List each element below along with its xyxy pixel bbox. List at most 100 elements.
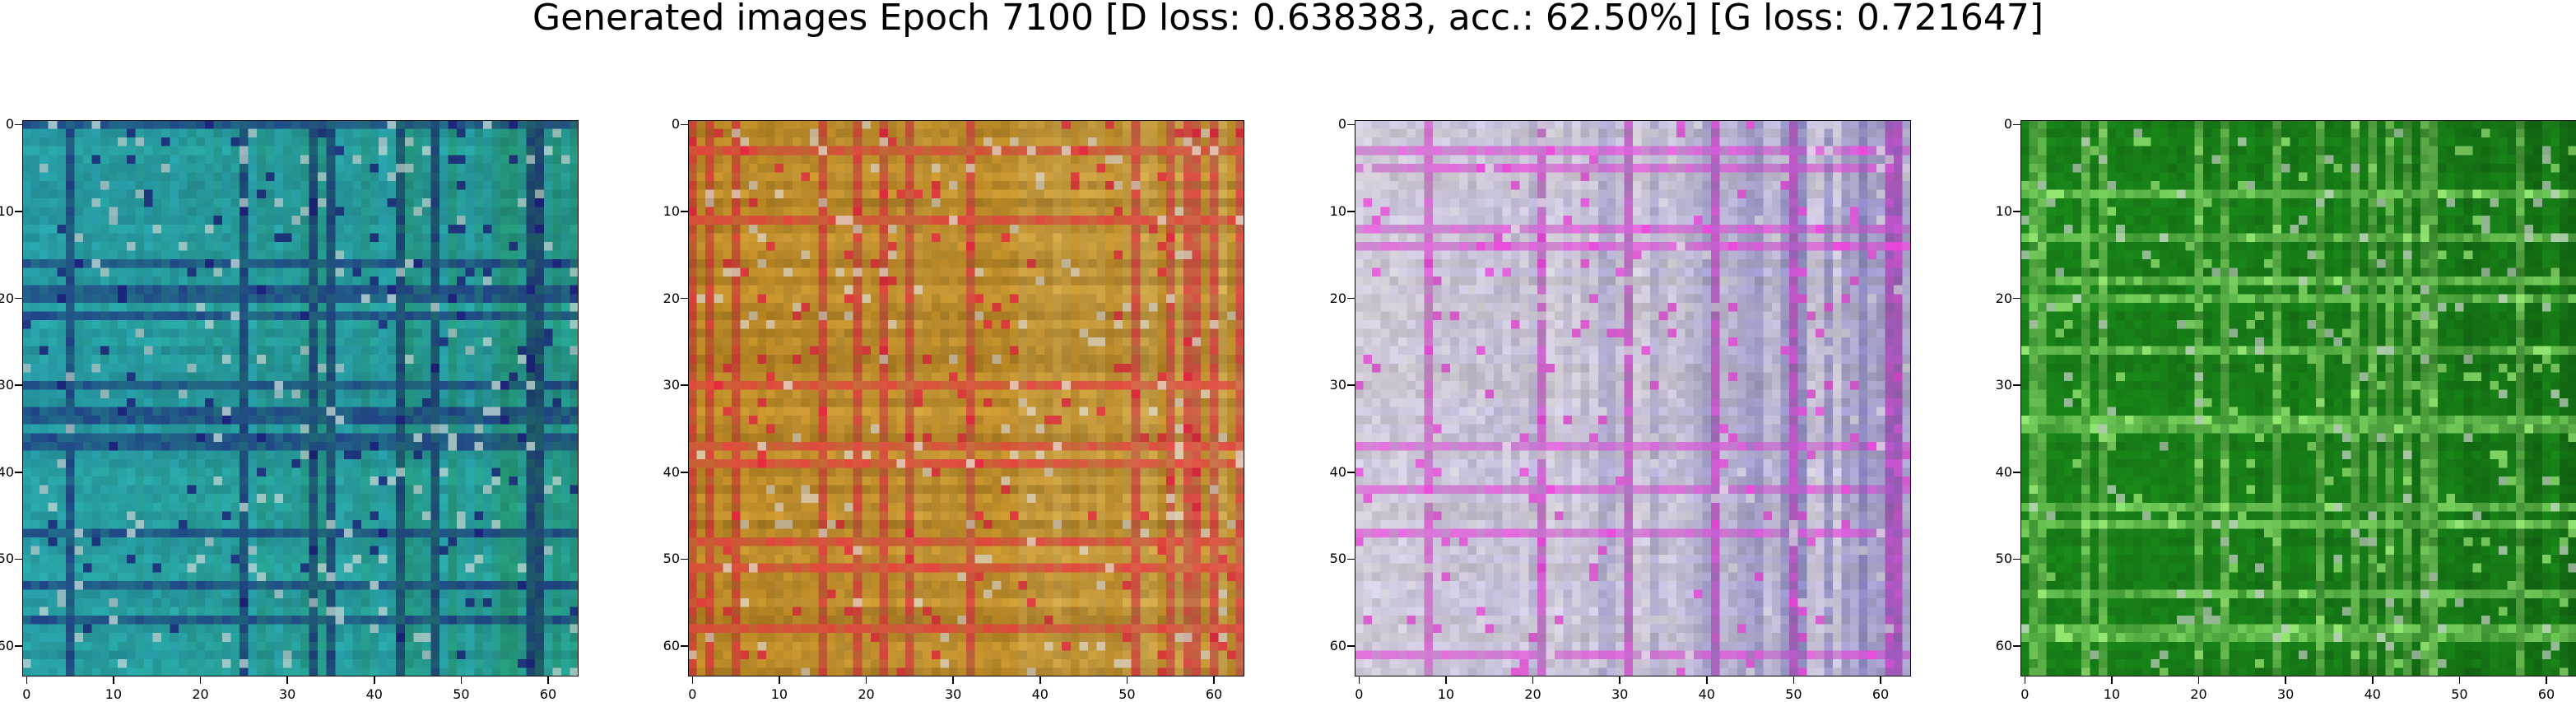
x-tick-mark [2546, 676, 2547, 684]
y-tick-mark [15, 384, 22, 386]
x-tick-label: 60 [2537, 686, 2555, 702]
generated-image-4 [2020, 120, 2576, 676]
x-tick-label: 50 [453, 686, 470, 702]
x-tick-label: 0 [688, 686, 697, 702]
x-tick-label: 60 [1205, 686, 1223, 702]
x-tick-label: 40 [2364, 686, 2381, 702]
x-tick-label: 10 [770, 686, 788, 702]
x-tick-mark [26, 676, 28, 684]
y-tick-label: 40 [663, 463, 680, 480]
y-tick-mark [15, 645, 22, 647]
y-tick-mark [15, 123, 22, 126]
x-tick-label: 30 [2276, 686, 2295, 702]
y-tick-label: 60 [1329, 638, 1346, 654]
x-tick-label: 60 [1872, 686, 1890, 702]
x-tick-mark [547, 676, 549, 684]
y-tick-mark [2013, 558, 2020, 560]
y-tick-label: 10 [0, 202, 14, 219]
x-tick-label: 60 [539, 686, 557, 702]
y-tick-mark [2013, 211, 2020, 212]
x-tick-mark [1532, 676, 1534, 684]
y-tick-mark [1347, 645, 1355, 647]
image-panel-4: 0 10 20 30 40 50 60 0 10 20 30 40 50 60 [1996, 118, 2576, 701]
x-tick-label: 10 [1437, 686, 1455, 702]
x-tick-label: 0 [2020, 686, 2030, 702]
x-tick-label: 40 [365, 686, 383, 702]
x-tick-mark [691, 676, 694, 684]
x-tick-mark [2197, 676, 2200, 684]
x-tick-label: 0 [22, 686, 31, 702]
x-tick-mark [113, 676, 114, 684]
y-tick-label: 30 [663, 377, 680, 393]
x-tick-label: 20 [858, 686, 875, 702]
y-tick-mark [681, 297, 688, 300]
generated-image-3 [1355, 120, 1911, 676]
y-tick-mark [15, 297, 22, 300]
generated-image-2 [688, 120, 1244, 676]
x-tick-label: 40 [1698, 686, 1715, 702]
x-tick-mark [952, 676, 954, 684]
x-tick-label: 20 [1524, 686, 1541, 702]
y-tick-mark [1347, 384, 1355, 386]
x-tick-mark [865, 676, 867, 684]
x-tick-label: 20 [192, 686, 209, 702]
y-tick-mark [15, 211, 22, 212]
y-tick-mark [2013, 297, 2020, 300]
x-tick-mark [1706, 676, 1708, 684]
x-tick-mark [2111, 676, 2113, 684]
x-tick-mark [1213, 676, 1215, 684]
y-tick-mark [1347, 558, 1355, 560]
x-tick-label: 40 [1031, 686, 1049, 702]
y-tick-label: 0 [1337, 116, 1346, 132]
x-tick-mark [2285, 676, 2286, 684]
x-tick-mark [2372, 676, 2374, 684]
y-tick-mark [681, 211, 688, 212]
y-tick-label: 20 [663, 290, 680, 306]
y-tick-label: 60 [1995, 638, 2012, 654]
y-tick-label: 40 [1329, 463, 1346, 480]
y-tick-label: 50 [1329, 551, 1346, 567]
y-tick-label: 0 [671, 116, 680, 132]
y-tick-mark [681, 645, 688, 647]
x-tick-mark [199, 676, 202, 684]
y-tick-label: 0 [5, 116, 14, 132]
x-tick-label: 50 [2451, 686, 2468, 702]
y-tick-label: 40 [0, 463, 14, 480]
y-tick-label: 10 [1995, 202, 2012, 219]
x-tick-label: 50 [1785, 686, 1802, 702]
generated-image-1 [22, 120, 579, 676]
y-tick-label: 60 [663, 638, 680, 654]
x-tick-mark [1880, 676, 1881, 684]
x-tick-mark [460, 676, 463, 684]
y-tick-label: 20 [1995, 290, 2012, 306]
y-tick-mark [2013, 645, 2020, 647]
x-tick-label: 10 [105, 686, 123, 702]
y-tick-mark [681, 558, 688, 560]
y-tick-label: 50 [663, 551, 680, 567]
y-tick-label: 50 [0, 551, 14, 567]
x-tick-label: 30 [278, 686, 296, 702]
y-tick-label: 60 [0, 638, 14, 654]
y-tick-mark [15, 472, 22, 473]
x-tick-label: 0 [1355, 686, 1364, 702]
y-tick-mark [15, 558, 22, 560]
y-tick-label: 10 [1329, 202, 1346, 219]
x-tick-mark [374, 676, 375, 684]
x-tick-mark [1793, 676, 1795, 684]
x-tick-label: 50 [1118, 686, 1136, 702]
x-tick-label: 10 [2103, 686, 2121, 702]
y-tick-label: 30 [1995, 377, 2012, 393]
y-tick-mark [1347, 211, 1355, 212]
x-tick-mark [779, 676, 780, 684]
y-tick-mark [1347, 123, 1355, 126]
y-tick-mark [1347, 297, 1355, 300]
y-tick-label: 50 [1995, 551, 2012, 567]
y-tick-label: 30 [0, 377, 14, 393]
y-tick-mark [681, 123, 688, 126]
figure-title: Generated images Epoch 7100 [D loss: 0.6… [532, 0, 2044, 39]
x-tick-mark [2024, 676, 2026, 684]
x-tick-mark [2458, 676, 2461, 684]
y-tick-label: 40 [1995, 463, 2012, 480]
image-panel-1: 0 10 20 30 40 50 60 0 10 20 30 40 50 60 [0, 118, 579, 701]
